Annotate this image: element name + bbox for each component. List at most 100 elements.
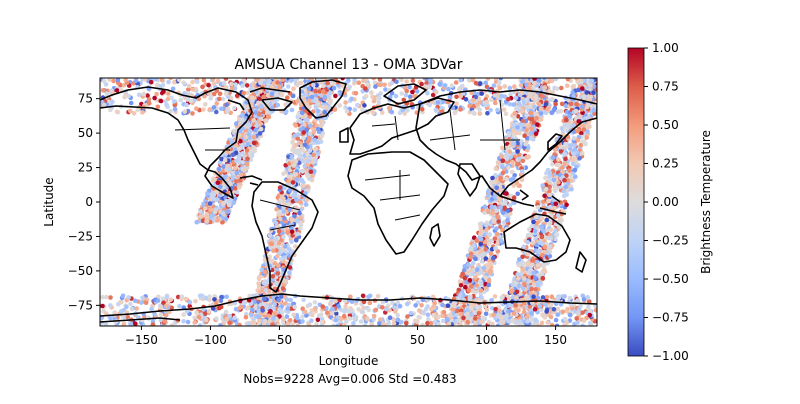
scatter-point (161, 83, 166, 88)
scatter-point (246, 142, 251, 147)
scatter-point (520, 123, 525, 128)
scatter-point (535, 263, 540, 268)
scatter-point (479, 91, 484, 96)
scatter-point (179, 98, 184, 103)
scatter-point (460, 84, 465, 89)
scatter-point (486, 189, 491, 194)
scatter-point (307, 86, 312, 91)
scatter-point (198, 214, 203, 219)
scatter-point (465, 320, 470, 325)
scatter-point (286, 202, 291, 207)
scatter-point (294, 123, 299, 128)
scatter-point (512, 111, 517, 116)
scatter-point (571, 152, 576, 157)
scatter-point (474, 305, 479, 310)
chart-title: AMSUA Channel 13 - OMA 3DVar (235, 57, 463, 73)
scatter-point (550, 162, 555, 167)
scatter-point (237, 185, 242, 190)
scatter-point (303, 143, 308, 148)
scatter-point (545, 107, 550, 112)
scatter-point (241, 160, 246, 165)
scatter-point (223, 158, 228, 163)
scatter-point (214, 101, 219, 106)
scatter-point (498, 86, 503, 91)
scatter-point (547, 193, 552, 198)
scatter-point (526, 154, 531, 159)
scatter-point (506, 165, 511, 170)
scatter-point (529, 111, 534, 116)
scatter-point (600, 82, 605, 87)
scatter-point (536, 273, 541, 278)
scatter-point (404, 89, 409, 94)
scatter-point (500, 94, 505, 99)
scatter-point (489, 205, 494, 210)
scatter-point (501, 171, 506, 176)
scatter-point (290, 148, 295, 153)
scatter-point (305, 118, 310, 123)
scatter-point (551, 155, 556, 160)
scatter-point (382, 83, 387, 88)
scatter-point (306, 159, 311, 164)
scatter-point (516, 276, 521, 281)
scatter-point (533, 229, 538, 234)
scatter-point (564, 192, 569, 197)
scatter-point (294, 238, 299, 243)
scatter-point (559, 86, 564, 91)
scatter-point (268, 233, 273, 238)
scatter-point (598, 92, 603, 97)
scatter-point (529, 233, 534, 238)
scatter-point (332, 86, 337, 91)
scatter-points (98, 76, 605, 329)
scatter-point (276, 271, 281, 276)
scatter-point (353, 107, 358, 112)
scatter-point (584, 135, 589, 140)
scatter-point (490, 176, 495, 181)
scatter-point (309, 170, 314, 175)
scatter-point (212, 197, 217, 202)
scatter-point (296, 232, 301, 237)
scatter-point (209, 95, 214, 100)
scatter-point (267, 115, 272, 120)
scatter-point (290, 155, 295, 160)
scatter-point (505, 146, 510, 151)
scatter-point (480, 259, 485, 264)
scatter-point (425, 91, 430, 96)
scatter-point (493, 101, 498, 106)
scatter-point (599, 80, 604, 85)
scatter-point (527, 227, 532, 232)
scatter-point (273, 237, 278, 242)
scatter-point (515, 290, 520, 295)
scatter-point (559, 218, 564, 223)
scatter-point (574, 109, 579, 114)
scatter-point (491, 256, 496, 261)
scatter-point (556, 157, 561, 162)
scatter-point (278, 217, 283, 222)
scatter-point (227, 167, 232, 172)
scatter-point (211, 77, 216, 82)
scatter-point (189, 99, 194, 104)
scatter-point (191, 87, 196, 92)
scatter-point (525, 240, 530, 245)
scatter-point (480, 253, 485, 258)
scatter-point (221, 211, 226, 216)
scatter-point (550, 97, 555, 102)
scatter-point (567, 168, 572, 173)
scatter-point (277, 210, 282, 215)
scatter-point (545, 218, 550, 223)
scatter-point (546, 199, 551, 204)
scatter-point (478, 111, 483, 116)
scatter-point (485, 100, 490, 105)
scatter-point (538, 117, 543, 122)
scatter-point (383, 87, 388, 92)
scatter-point (194, 106, 199, 111)
scatter-point (458, 107, 463, 112)
scatter-point (459, 283, 464, 288)
scatter-point (475, 267, 480, 272)
scatter-point (275, 80, 280, 85)
scatter-point (281, 286, 286, 291)
scatter-point (373, 84, 378, 89)
scatter-point (524, 123, 529, 128)
scatter-point (479, 288, 484, 293)
scatter-point (115, 110, 120, 115)
scatter-point (486, 263, 491, 268)
